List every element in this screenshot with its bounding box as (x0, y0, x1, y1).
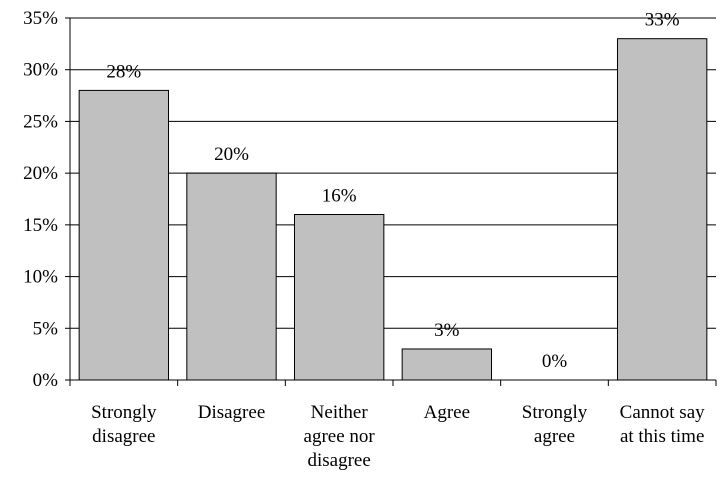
y-tick-label: 25% (23, 111, 58, 132)
y-tick-label: 35% (23, 8, 58, 29)
category-label: Disagree (198, 402, 266, 423)
bar (616, 38, 708, 381)
bar (186, 172, 277, 381)
bar (78, 89, 170, 381)
y-tick-label: 30% (23, 60, 58, 81)
data-label: 33% (645, 10, 680, 31)
axes (65, 17, 717, 386)
y-tick-label: 0% (33, 370, 59, 391)
category-label: Cannot say at this time (620, 402, 705, 447)
category-label: Strongly disagree (91, 402, 157, 447)
y-tick-label: 15% (23, 215, 58, 236)
y-tick-label: 10% (23, 267, 58, 288)
bar (401, 348, 493, 381)
data-label: 3% (434, 320, 460, 341)
category-labels: Strongly disagree Disagree Neither agree nor… (91, 402, 705, 471)
data-label: 20% (214, 144, 249, 165)
bars (78, 38, 708, 381)
category-label: Neither agree nor disagree (304, 402, 376, 471)
category-label: Agree (424, 402, 470, 423)
bar (293, 214, 385, 381)
gridlines (70, 17, 716, 329)
y-tick-labels: 0% 5% 10% 15% 20% 25% 30% 35% (23, 8, 58, 391)
category-label: Strongly agree (522, 402, 588, 447)
data-labels: 28% 20% 16% 3% 0% 33% (106, 10, 679, 372)
y-tick-label: 5% (33, 318, 59, 339)
data-label: 0% (542, 351, 568, 372)
data-label: 28% (106, 61, 141, 82)
data-label: 16% (322, 186, 357, 207)
y-tick-label: 20% (23, 163, 58, 184)
